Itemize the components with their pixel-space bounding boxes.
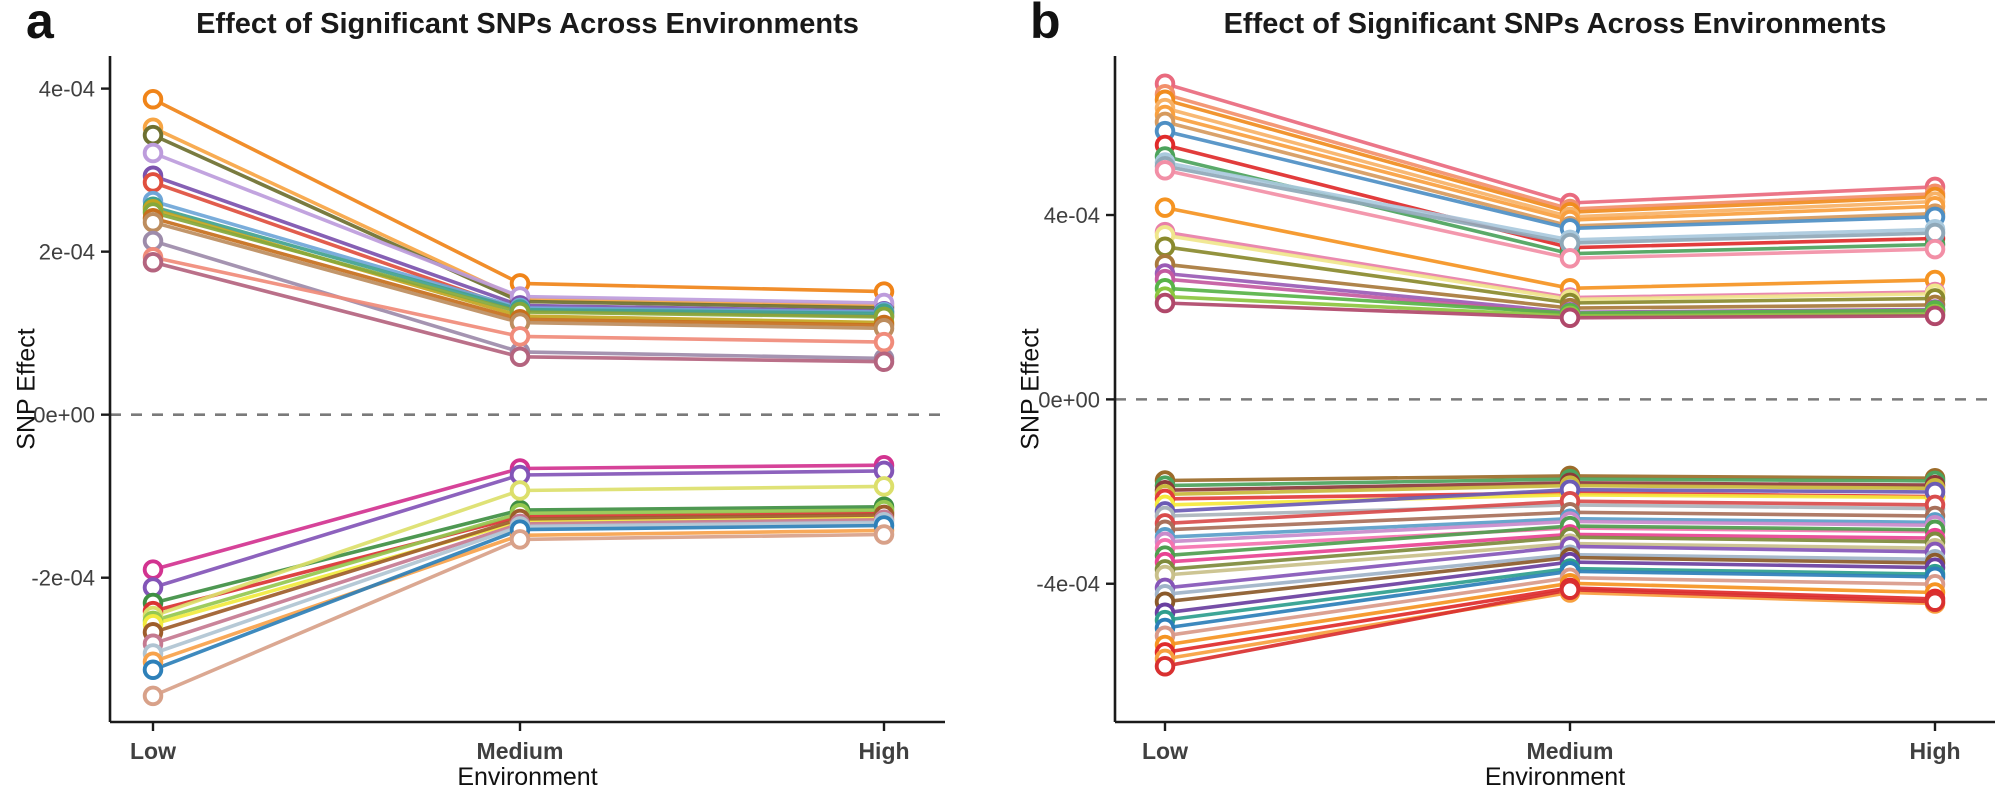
panel-a: a Effect of Significant SNPs Across Envi… xyxy=(13,0,945,791)
panel-b: b Effect of Significant SNPs Across Envi… xyxy=(1004,0,2008,803)
data-point xyxy=(873,524,895,545)
data-point xyxy=(142,124,164,146)
data-point xyxy=(142,142,164,164)
data-point xyxy=(142,685,164,707)
x-tick-label: Medium xyxy=(1527,738,1614,764)
plot-area-a: 4e-04 2e-04 0e+00 -2e-04 Low Medium High xyxy=(31,56,945,764)
data-point xyxy=(873,351,895,372)
x-tick-label: High xyxy=(1909,738,1960,764)
y-tick-label: -4e-04 xyxy=(1036,572,1100,597)
data-point xyxy=(1559,248,1581,269)
x-tick-label: Low xyxy=(1142,738,1188,764)
series-line xyxy=(151,528,886,664)
data-point xyxy=(509,326,531,347)
data-point xyxy=(1154,197,1176,218)
data-point xyxy=(142,230,164,252)
data-point xyxy=(873,476,895,497)
panel-letter-b: b xyxy=(1030,0,1061,49)
data-point xyxy=(1559,579,1581,600)
data-point xyxy=(142,251,164,273)
data-point xyxy=(1154,236,1176,258)
x-tick-label: Medium xyxy=(477,738,564,764)
data-point xyxy=(509,346,531,368)
y-tick-label: 4e-04 xyxy=(39,77,95,102)
data-point xyxy=(1924,238,1946,260)
data-point xyxy=(1154,655,1176,677)
data-point xyxy=(1154,160,1176,181)
data-point xyxy=(1154,292,1176,314)
data-point xyxy=(142,88,164,110)
data-point xyxy=(142,212,164,233)
y-tick-label: 0e+00 xyxy=(1038,387,1100,412)
data-point xyxy=(873,331,895,353)
chart-title-a: Effect of Significant SNPs Across Enviro… xyxy=(196,8,859,40)
y-tick-label: 4e-04 xyxy=(1044,203,1100,228)
x-tick-label: High xyxy=(858,738,909,764)
x-tick-label: Low xyxy=(130,738,176,764)
plot-area-b: 4e-04 0e+00 -4e-04 Low Medium High xyxy=(1036,56,1995,764)
y-tick-label: 0e+00 xyxy=(33,403,95,428)
chart-title-b: Effect of Significant SNPs Across Enviro… xyxy=(1223,8,1887,40)
y-tick-label: -2e-04 xyxy=(31,566,95,591)
data-point xyxy=(1924,305,1946,327)
x-axis-title-b: Environment xyxy=(1484,763,1626,791)
y-tick-label: 2e-04 xyxy=(39,240,95,265)
data-point xyxy=(1559,307,1581,329)
data-point xyxy=(1924,222,1946,244)
data-point xyxy=(142,559,164,580)
data-point xyxy=(142,659,164,681)
data-point xyxy=(509,529,531,550)
data-point xyxy=(509,480,531,501)
panel-letter-a: a xyxy=(26,0,54,49)
x-axis-title-a: Environment xyxy=(457,763,598,791)
data-point xyxy=(142,172,164,193)
data-point xyxy=(1924,591,1946,612)
